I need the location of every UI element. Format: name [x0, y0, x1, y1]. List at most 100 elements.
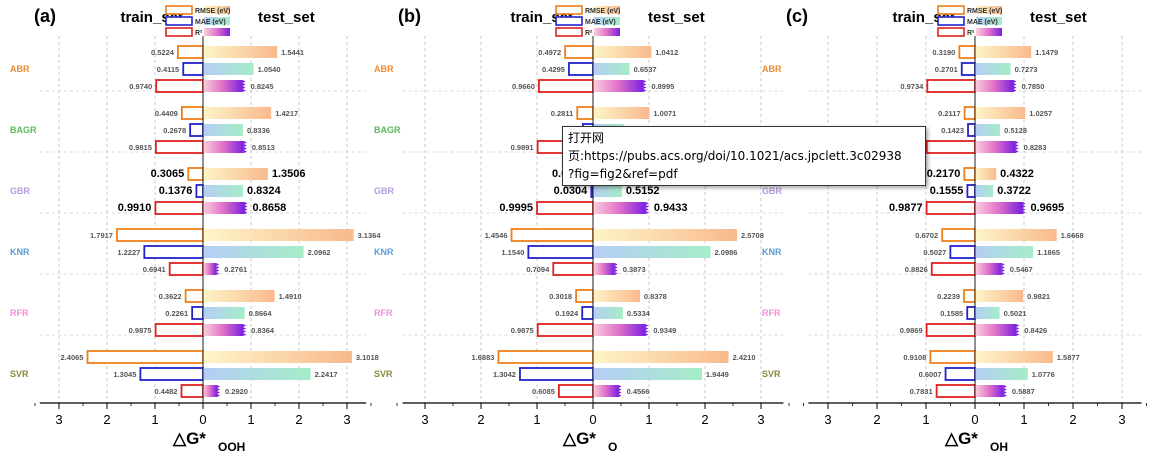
legend-swatch-test	[594, 17, 620, 25]
train-value-label: 1.7917	[90, 231, 113, 240]
train-bar-mae	[960, 62, 976, 76]
test-bar-mae	[593, 185, 622, 197]
legend-swatch-test	[976, 17, 1002, 25]
train-bar-mae	[581, 306, 594, 320]
train-value-label: 1.4546	[485, 231, 508, 240]
test-bar-rmse	[975, 290, 1024, 302]
train-bar-rmse	[510, 228, 594, 242]
category-label-knr: KNR	[10, 247, 30, 257]
train-bar-r2	[154, 140, 204, 154]
x-tick-label: 2	[295, 412, 302, 427]
test-value-label: 0.9433	[654, 202, 688, 214]
test-value-label: 0.2761	[224, 265, 247, 274]
test-bar-r2	[975, 385, 1004, 397]
category-label-abr: ABR	[762, 64, 782, 74]
test-bar-mae	[203, 307, 245, 319]
test-bar-mae	[593, 246, 711, 258]
train-value-label: 0.9891	[511, 143, 534, 152]
train-bar-rmse	[958, 45, 976, 59]
test-value-label: 0.4566	[627, 387, 650, 396]
test-bar-rmse	[203, 290, 275, 302]
test-value-label: 0.8283	[1024, 143, 1047, 152]
train-bar-rmse	[564, 45, 594, 59]
category-label-svr: SVR	[10, 369, 29, 379]
train-value-label: 0.9995	[499, 202, 533, 214]
legend-swatch-train	[555, 27, 583, 37]
train-value-label: 0.6941	[143, 265, 166, 274]
train-bar-rmse	[184, 289, 204, 303]
category-label-knr: KNR	[374, 247, 394, 257]
train-bar-r2	[925, 201, 976, 215]
test-value-label: 0.5021	[1004, 309, 1027, 318]
category-label-svr: SVR	[762, 369, 781, 379]
x-tick-label: 2	[1069, 412, 1076, 427]
train-value-label: 1.3045	[113, 370, 136, 379]
test-bar-mae	[203, 246, 304, 258]
x-tick-label: 2	[477, 412, 484, 427]
train-value-label: 0.7094	[526, 265, 550, 274]
legend-swatch-train	[937, 16, 965, 26]
train-bar-mae	[139, 367, 204, 381]
train-bar-rmse	[963, 289, 976, 303]
train-value-label: 0.1924	[555, 309, 579, 318]
test-value-label: 0.8664	[249, 309, 273, 318]
test-value-label: 1.0412	[655, 48, 678, 57]
train-bar-rmse	[963, 106, 976, 120]
bar-end-mark	[618, 385, 622, 397]
test-value-label: 1.4910	[279, 292, 302, 301]
bar-end-mark	[643, 80, 647, 92]
train-value-label: 0.2811	[551, 109, 574, 118]
legend-swatch-test	[976, 28, 1002, 36]
category-label-knr: KNR	[762, 247, 782, 257]
train-value-label: 0.9660	[512, 82, 535, 91]
test-bar-r2	[593, 202, 646, 214]
category-label-abr: ABR	[374, 64, 394, 74]
category-label-gbr: GBR	[10, 186, 31, 196]
train-bar-r2	[154, 323, 204, 337]
test-value-label: 1.0257	[1029, 109, 1052, 118]
x-tick-label: 0	[589, 412, 596, 427]
x-axis-subscript: OOH	[218, 440, 245, 454]
train-bar-r2	[180, 384, 204, 398]
test-value-label: 0.6537	[634, 65, 657, 74]
train-value-label: 0.6702	[915, 231, 938, 240]
test-bar-r2	[975, 324, 1017, 336]
x-axis-subscript: O	[608, 440, 617, 454]
train-value-label: 0.9734	[900, 82, 924, 91]
test-set-title: test_set	[648, 9, 705, 26]
bar-end-mark	[1013, 80, 1017, 92]
bar-end-mark	[645, 202, 649, 214]
test-bar-mae	[593, 63, 630, 75]
test-value-label: 1.0540	[258, 65, 281, 74]
test-value-label: 2.0986	[715, 248, 738, 257]
test-bar-r2	[975, 202, 1023, 214]
legend-label: R²	[967, 30, 975, 37]
train-bar-rmse	[576, 106, 594, 120]
train-value-label: 0.3065	[151, 168, 185, 180]
test-value-label: 1.0776	[1032, 370, 1055, 379]
test-bar-mae	[203, 368, 311, 380]
test-bar-rmse	[975, 168, 997, 180]
test-bar-mae	[975, 307, 1000, 319]
link-tooltip[interactable]: 打开网页:https://pubs.acs.org/doi/10.1021/ac…	[562, 126, 926, 186]
test-value-label: 0.8658	[253, 202, 287, 214]
legend-swatch-test	[594, 6, 620, 14]
test-bar-r2	[593, 324, 646, 336]
train-value-label: 0.9875	[511, 326, 534, 335]
x-tick-label: 0	[971, 412, 978, 427]
train-bar-mae	[182, 62, 204, 76]
train-value-label: 1.6883	[472, 353, 495, 362]
legend-swatch-train	[937, 5, 965, 15]
train-value-label: 0.2261	[165, 309, 188, 318]
test-value-label: 1.0071	[653, 109, 676, 118]
test-bar-r2	[593, 385, 619, 397]
train-value-label: 1.2227	[117, 248, 140, 257]
test-bar-rmse	[203, 229, 354, 241]
test-bar-r2	[203, 141, 244, 153]
test-value-label: 0.9349	[653, 326, 676, 335]
legend-label: MAE (eV)	[195, 19, 226, 26]
bar-end-mark	[1016, 324, 1020, 336]
test-bar-rmse	[203, 107, 272, 119]
x-tick-label: 3	[421, 412, 428, 427]
